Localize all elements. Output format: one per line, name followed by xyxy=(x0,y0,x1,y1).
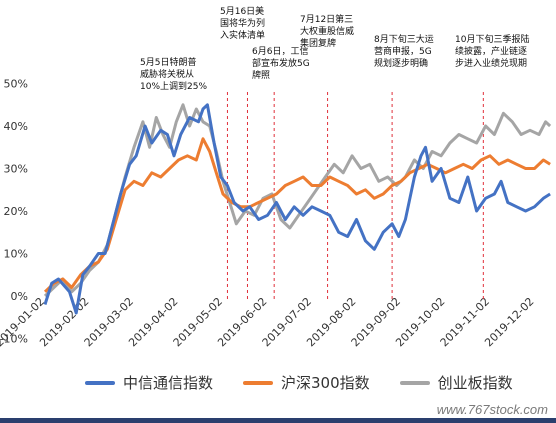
legend-label: 沪深300指数 xyxy=(281,374,370,392)
annotation-xinwei-resume: 7月12日第三 大权重股信威 集团复牌 xyxy=(300,15,355,49)
y-tick-label: 20% xyxy=(4,205,28,218)
y-tick-label: 50% xyxy=(4,78,28,91)
bottom-bar xyxy=(0,418,556,423)
annotation-trade-tariff: 5月5日特朗普 威胁将关税从 10%上调到25% xyxy=(140,58,208,92)
y-tick-label: -10% xyxy=(0,333,28,346)
y-tick-label: 30% xyxy=(4,163,28,176)
legend-label: 中信通信指数 xyxy=(123,374,214,392)
series-line-1 xyxy=(43,137,551,293)
legend: 中信通信指数 沪深300指数 创业板指数 xyxy=(85,372,513,393)
y-tick-label: 0% xyxy=(11,290,28,303)
watermark: www.767stock.com xyxy=(436,402,548,417)
series-line-0 xyxy=(43,103,551,315)
axis-labels: -10%0%10%20%30%40%50%2019-01-022019-02-0… xyxy=(0,78,537,350)
y-tick-label: 10% xyxy=(4,248,28,261)
legend-swatch-blue xyxy=(85,380,115,385)
legend-label: 创业板指数 xyxy=(437,374,513,392)
annotation-huawei-entity-list: 5月16日美 国将华为列 入实体清单 xyxy=(220,7,266,41)
y-tick-label: 40% xyxy=(4,120,28,133)
legend-swatch-gray xyxy=(399,380,430,385)
annotation-q3-reports: 10月下旬三季报陆 续披露，产业链逐 步进入业绩兑现期 xyxy=(455,35,530,69)
legend-item-csi300: 沪深300指数 xyxy=(243,372,370,393)
legend-swatch-orange xyxy=(243,380,274,385)
annotation-operators-5g-plan: 8月下旬三大运 营商申报，5G 规划逐步明确 xyxy=(374,35,434,69)
annotation-5g-license: 6月6日，工信 部宣布发放5G 牌照 xyxy=(252,46,310,82)
legend-item-citic-telecom: 中信通信指数 xyxy=(85,372,213,393)
series-lines xyxy=(43,103,552,315)
series-line-2 xyxy=(43,103,552,298)
legend-item-chinext: 创业板指数 xyxy=(399,372,513,393)
